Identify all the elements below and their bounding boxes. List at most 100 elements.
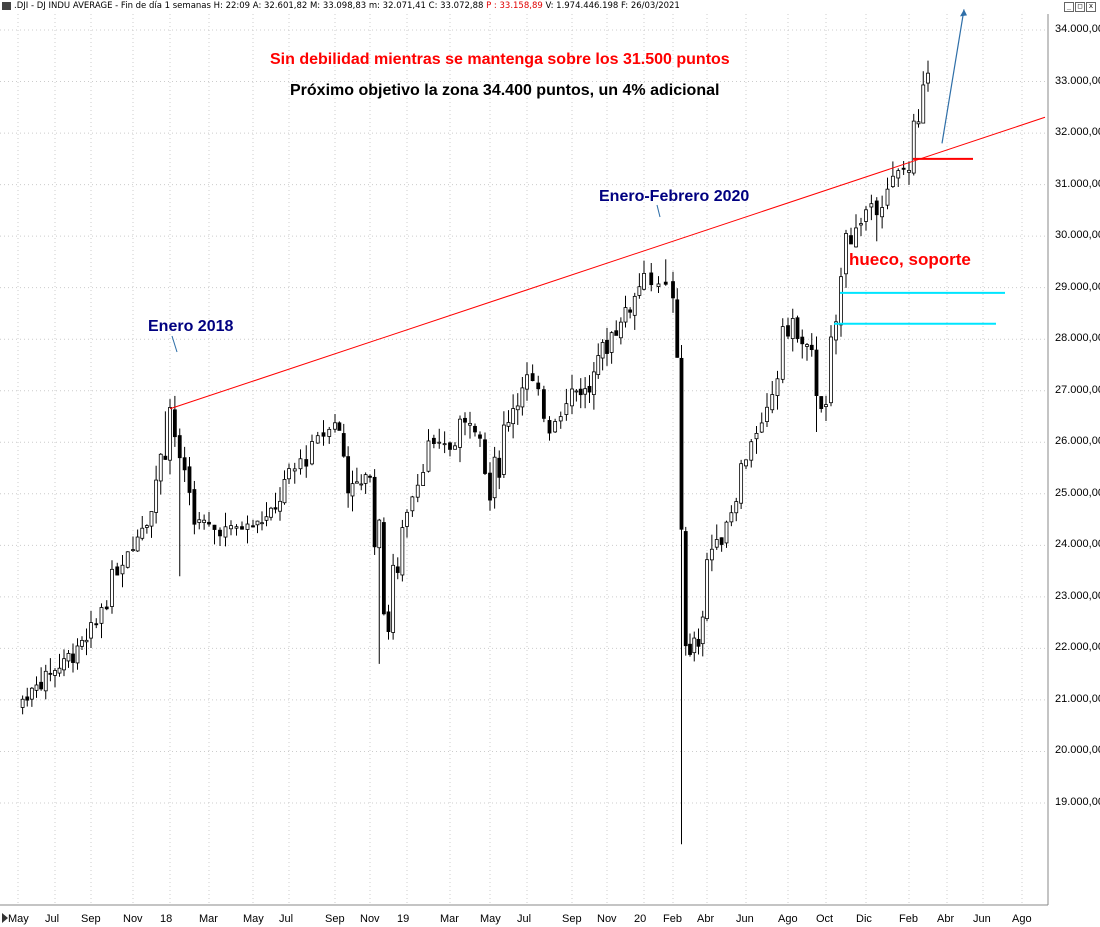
candle-body (115, 566, 120, 576)
y-tick-label: 29.000,00 (1055, 280, 1100, 293)
candle-body (829, 336, 833, 404)
candle-body (34, 684, 39, 691)
candle-body (520, 387, 525, 408)
x-tick-label: Dic (856, 913, 872, 925)
x-tick-label: Jul (279, 913, 294, 925)
x-tick-label: Oct (816, 913, 834, 925)
candle-body (66, 653, 71, 662)
candle-body (131, 549, 135, 551)
candle-body (287, 468, 291, 480)
candle-body (770, 394, 775, 411)
x-tick-label: Abr (697, 913, 715, 925)
candle-body (587, 385, 592, 393)
candle-body (859, 223, 863, 226)
candle-body (671, 281, 675, 299)
candle-body (926, 72, 930, 84)
scroll-left-icon[interactable] (2, 913, 8, 923)
candle-body (591, 371, 596, 395)
candle-body (337, 422, 342, 431)
candle-body (536, 382, 541, 390)
candle-body (223, 526, 228, 538)
x-tick-label: Sep (562, 913, 582, 925)
y-tick-label: 19.000,00 (1055, 796, 1100, 808)
candle-body (705, 559, 709, 619)
candle-body (501, 424, 506, 475)
candle-body (421, 472, 426, 486)
candle-body (656, 283, 661, 287)
x-tick-label: May (480, 913, 501, 925)
candle-body (492, 456, 497, 499)
y-tick-label: 32.000,00 (1055, 126, 1100, 139)
candle-body (780, 326, 785, 380)
candle-body (426, 440, 431, 472)
candle-body (415, 484, 420, 498)
candle-body (229, 525, 233, 530)
restore-icon[interactable]: □ (1075, 2, 1085, 12)
candle-body (618, 321, 623, 339)
candle-body (553, 421, 558, 433)
candle-body (43, 670, 48, 692)
candle-body (29, 687, 34, 700)
close-icon[interactable]: x (1086, 2, 1096, 12)
candle-body (187, 466, 192, 493)
candle-body (734, 501, 739, 514)
y-tick-label: 26.000,00 (1055, 435, 1100, 448)
x-tick-label: Sep (325, 913, 345, 925)
candle-body (321, 432, 326, 437)
y-tick-label: 33.000,00 (1055, 74, 1100, 87)
candle-body (739, 463, 744, 504)
x-tick-label: Jun (736, 913, 754, 925)
candle-body (125, 551, 130, 568)
minimize-icon[interactable]: _ (1064, 2, 1074, 12)
candle-body (292, 468, 297, 472)
candle-body (623, 307, 628, 323)
candle-body (628, 309, 633, 313)
y-tick-label: 24.000,00 (1055, 538, 1100, 551)
candle-body (104, 606, 109, 610)
candle-body (819, 396, 824, 409)
trendline (169, 116, 1046, 410)
candle-body (255, 520, 260, 526)
candle-body (525, 374, 529, 390)
annotation-support: Sin debilidad mientras se mantenga sobre… (270, 51, 730, 68)
candle-body (896, 170, 901, 179)
candle-body (260, 522, 264, 525)
candle-body (310, 441, 314, 465)
candle-body (649, 272, 654, 286)
header-p-value: P : 33.158,89 (486, 1, 543, 11)
candle-body (458, 418, 462, 448)
candle-body (20, 698, 25, 708)
candle-body (135, 536, 140, 552)
candle-body (346, 456, 351, 494)
candle-body (431, 437, 436, 444)
candle-body (478, 434, 482, 439)
candle-body (854, 227, 858, 248)
candle-body (849, 235, 853, 245)
y-tick-label: 34.000,00 (1055, 23, 1100, 35)
candle-body (264, 516, 269, 521)
candle-body (386, 611, 391, 632)
candle-body (177, 435, 182, 459)
candle-body (911, 120, 916, 174)
candle-body (333, 422, 337, 430)
candle-body (885, 188, 890, 206)
candle-body (172, 409, 177, 438)
x-tick-label: Feb (899, 913, 918, 925)
candle-body (442, 443, 447, 446)
candle-body (468, 422, 472, 426)
candle-body (304, 459, 309, 467)
candle-body (609, 332, 614, 353)
x-tick-label: 19 (397, 913, 410, 925)
candle-body (278, 500, 282, 512)
candle-body (834, 321, 838, 341)
candle-body (864, 209, 868, 222)
candle-body (84, 639, 89, 643)
candle-body (907, 169, 911, 173)
candle-body (240, 526, 244, 530)
candle-body (765, 406, 769, 422)
chart-icon (2, 2, 11, 10)
candle-body (547, 420, 552, 434)
candle-body (80, 639, 84, 647)
candle-body (473, 425, 477, 433)
